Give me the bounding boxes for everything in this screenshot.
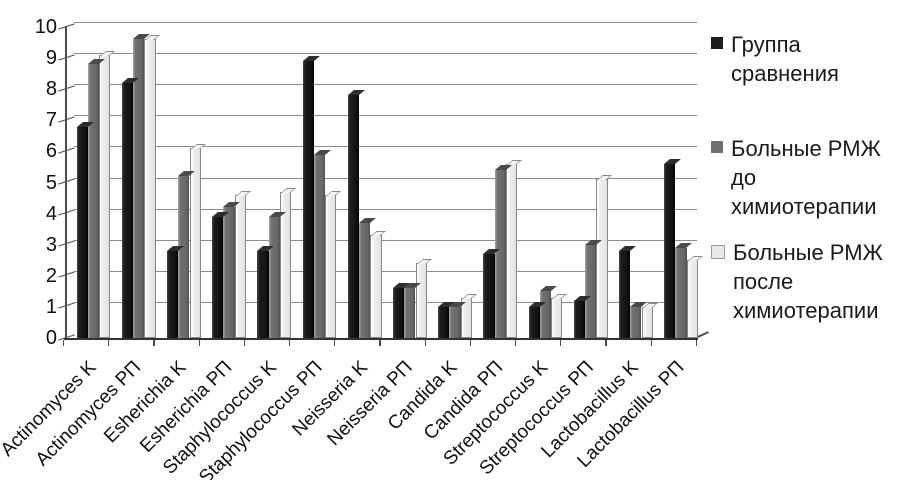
bar-Neisseria-K-series2: [370, 231, 387, 338]
bar-Actinomyces-K-series1: [87, 59, 106, 338]
y-tick-label: 1: [45, 295, 57, 318]
bar-Esherichia-K-series1: [178, 171, 196, 338]
bar-Staphylococcus-РП-series0: [302, 56, 320, 338]
legend-label: Больные РМЖ до химиотерапии: [731, 136, 881, 219]
x-axis-tick: [469, 340, 472, 346]
y-gridline: [74, 22, 697, 23]
bar-Neisseria-РП-series2: [415, 259, 432, 338]
y-gridline: [74, 239, 697, 241]
y-gridline: [74, 270, 697, 272]
x-axis-tick: [560, 340, 562, 346]
y-tick-label: 2: [45, 264, 57, 287]
y-tick-label: 6: [45, 140, 57, 163]
x-axis-tick: [695, 340, 698, 346]
bar-Streptococcus-K-series1: [539, 286, 558, 338]
bar-Candida-K-series1: [449, 301, 467, 338]
y-gridline: [74, 208, 697, 210]
x-axis-tick: [515, 340, 517, 346]
y-gridline: [74, 301, 697, 303]
bar-Streptococcus-РП-series1: [585, 239, 603, 338]
y-tick-label: 7: [45, 109, 57, 132]
bar-Esherichia-РП-series0: [212, 211, 230, 338]
legend-label: Больные РМЖ после химиотерапии: [733, 240, 883, 323]
bar-Actinomyces-K-series0: [76, 121, 94, 338]
legend-item: Больные РМЖ после химиотерапии: [703, 238, 883, 325]
x-axis-tick: [108, 340, 110, 346]
bar-Esherichia-K-series0: [166, 245, 185, 338]
bar-Streptococcus-K-series0: [528, 301, 546, 338]
bar-Actinomyces-РП-series2: [144, 35, 161, 338]
bar-Lactobacillus-K-series0: [618, 245, 637, 338]
y-gridline: [74, 84, 697, 86]
y-tick-label: 3: [45, 233, 57, 256]
bar-Lactobacillus-РП-series0: [664, 158, 682, 338]
legend-swatch: [711, 141, 723, 153]
x-axis-tick: [63, 340, 65, 346]
bar-Candida-K-series2: [460, 293, 477, 338]
bar-Streptococcus-K-series2: [551, 293, 568, 338]
x-axis-tick: [334, 340, 336, 346]
legend-label: Группа сравнения: [731, 32, 839, 86]
x-axis-tick: [424, 340, 426, 346]
bar-Staphylococcus-K-series1: [268, 211, 286, 338]
bar-Staphylococcus-РП-series2: [325, 190, 342, 338]
legend-swatch: [711, 37, 723, 49]
x-axis-tick: [289, 340, 291, 346]
x-axis-tick: [243, 340, 246, 346]
bar-Candida-РП-series0: [483, 249, 501, 338]
bar-Actinomyces-РП-series1: [133, 34, 151, 338]
y-tick-label: 8: [45, 78, 57, 101]
bar-Lactobacillus-K-series1: [630, 301, 648, 338]
bar-Streptococcus-РП-series2: [596, 175, 613, 338]
bar-Actinomyces-K-series2: [99, 50, 116, 338]
x-axis-tick: [153, 340, 155, 346]
bar-Streptococcus-РП-series0: [573, 295, 591, 338]
y-gridline: [74, 146, 697, 148]
bar-Esherichia-РП-series1: [223, 202, 241, 338]
bar-Lactobacillus-РП-series2: [686, 256, 703, 338]
x-axis-tick: [650, 340, 652, 346]
bar-Neisseria-РП-series0: [392, 283, 411, 338]
bar-Staphylococcus-K-series0: [257, 245, 275, 338]
bar-Neisseria-K-series1: [359, 217, 377, 338]
bar-Esherichia-РП-series2: [234, 190, 251, 338]
x-axis-tick: [605, 340, 607, 346]
x-axis-tick: [198, 340, 200, 346]
bar-Esherichia-K-series2: [189, 144, 206, 338]
bar-Lactobacillus-K-series2: [641, 302, 658, 338]
bar-Candida-РП-series1: [494, 165, 512, 338]
y-tick-label: 9: [45, 47, 57, 70]
y-tick-label: 0: [45, 327, 57, 349]
bar-Neisseria-K-series0: [347, 90, 365, 338]
bar-Candida-РП-series2: [505, 159, 523, 338]
x-axis-line: [64, 338, 698, 340]
legend-item: Больные РМЖ до химиотерапии: [703, 134, 881, 221]
bar-Staphylococcus-K-series2: [279, 187, 297, 338]
y-tick-label: 5: [45, 171, 57, 194]
bar-Staphylococcus-РП-series1: [313, 149, 332, 338]
bar-Neisseria-РП-series1: [404, 283, 422, 338]
bar-Actinomyces-РП-series0: [121, 77, 139, 338]
legend-swatch: [711, 245, 725, 259]
y-gridline: [74, 115, 697, 117]
y-gridline: [74, 177, 697, 179]
bar-Lactobacillus-РП-series1: [675, 242, 693, 338]
y-tick-label: 10: [34, 16, 57, 38]
y-axis-line: [65, 26, 67, 340]
bar-Candida-K-series0: [438, 301, 456, 338]
x-axis-tick: [379, 340, 381, 346]
legend-item: Группа сравнения: [703, 30, 839, 88]
y-gridline: [74, 53, 697, 55]
y-tick-label: 4: [45, 202, 57, 225]
